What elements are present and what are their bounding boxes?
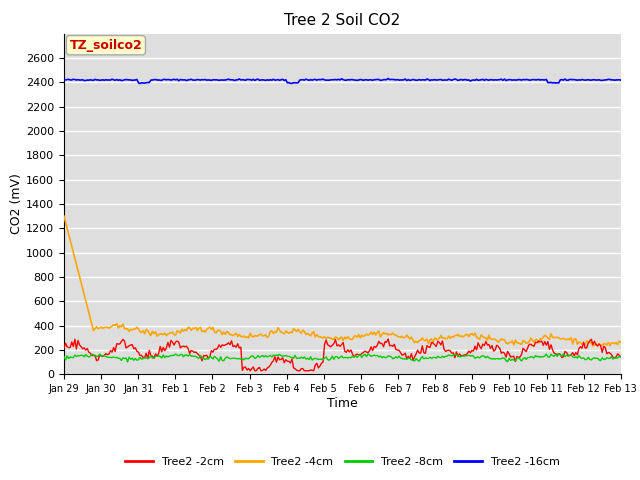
- X-axis label: Time: Time: [327, 397, 358, 410]
- Title: Tree 2 Soil CO2: Tree 2 Soil CO2: [284, 13, 401, 28]
- Legend: Tree2 -2cm, Tree2 -4cm, Tree2 -8cm, Tree2 -16cm: Tree2 -2cm, Tree2 -4cm, Tree2 -8cm, Tree…: [120, 452, 564, 471]
- Text: TZ_soilco2: TZ_soilco2: [70, 39, 142, 52]
- Y-axis label: CO2 (mV): CO2 (mV): [10, 174, 23, 234]
